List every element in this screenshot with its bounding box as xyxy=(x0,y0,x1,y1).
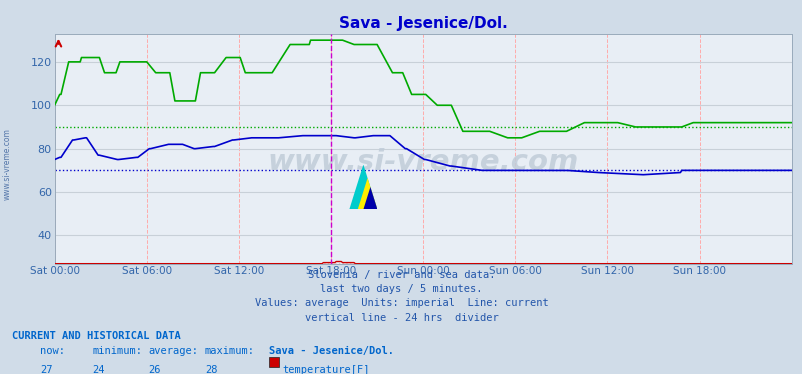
Text: now:: now: xyxy=(40,346,65,356)
Text: 26: 26 xyxy=(148,365,161,374)
Text: temperature[F]: temperature[F] xyxy=(282,365,370,374)
Text: Slovenia / river and sea data.: Slovenia / river and sea data. xyxy=(307,270,495,280)
Text: www.si-vreme.com: www.si-vreme.com xyxy=(2,129,11,200)
Title: Sava - Jesenice/Dol.: Sava - Jesenice/Dol. xyxy=(338,16,507,31)
Polygon shape xyxy=(363,187,377,209)
Text: 24: 24 xyxy=(92,365,105,374)
Polygon shape xyxy=(349,165,377,209)
Text: average:: average: xyxy=(148,346,198,356)
Text: CURRENT AND HISTORICAL DATA: CURRENT AND HISTORICAL DATA xyxy=(12,331,180,341)
Text: 28: 28 xyxy=(205,365,217,374)
Text: maximum:: maximum: xyxy=(205,346,254,356)
Text: Sava - Jesenice/Dol.: Sava - Jesenice/Dol. xyxy=(269,346,394,356)
Text: www.si-vreme.com: www.si-vreme.com xyxy=(267,148,578,177)
Text: 27: 27 xyxy=(40,365,53,374)
Text: minimum:: minimum: xyxy=(92,346,142,356)
Text: vertical line - 24 hrs  divider: vertical line - 24 hrs divider xyxy=(304,313,498,323)
Text: Values: average  Units: imperial  Line: current: Values: average Units: imperial Line: cu… xyxy=(254,298,548,309)
Polygon shape xyxy=(357,178,377,209)
Text: last two days / 5 minutes.: last two days / 5 minutes. xyxy=(320,284,482,294)
